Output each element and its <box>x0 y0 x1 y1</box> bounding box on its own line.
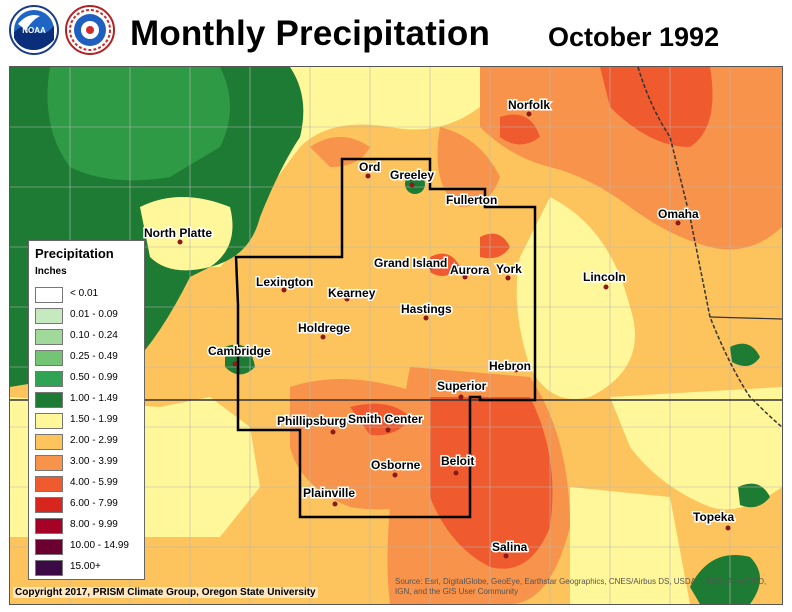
legend-item: 0.10 - 0.24 <box>35 329 140 345</box>
city-lexington: Lexington <box>256 275 313 289</box>
legend-label: 10.00 - 14.99 <box>70 540 129 551</box>
legend-swatch <box>35 476 63 492</box>
legend-swatch <box>35 518 63 534</box>
legend-swatch <box>35 287 63 303</box>
city-superior: Superior <box>437 379 487 393</box>
legend-item: 0.50 - 0.99 <box>35 371 140 387</box>
legend-title: Precipitation <box>35 246 114 261</box>
map-title: Monthly Precipitation <box>130 14 491 53</box>
legend-units: Inches <box>35 266 67 277</box>
city-hebron: Hebron <box>489 359 531 373</box>
city-salina: Salina <box>492 540 528 554</box>
legend-label: 0.01 - 0.09 <box>70 309 118 320</box>
legend-label: 1.00 - 1.49 <box>70 393 118 404</box>
city-hastings: Hastings <box>401 302 452 316</box>
legend-swatch <box>35 434 63 450</box>
legend-swatch <box>35 350 63 366</box>
city-aurora: Aurora <box>450 263 490 277</box>
legend-item: 10.00 - 14.99 <box>35 539 140 555</box>
legend-item: 3.00 - 3.99 <box>35 455 140 471</box>
legend-label: 15.00+ <box>70 561 101 572</box>
legend-label: 2.00 - 2.99 <box>70 435 118 446</box>
legend-item: < 0.01 <box>35 287 140 303</box>
legend: Precipitation Inches < 0.01 0.01 - 0.09 0.… <box>28 240 145 580</box>
city-smith-center: Smith Center <box>348 412 423 426</box>
legend-item: 0.01 - 0.09 <box>35 308 140 324</box>
city-kearney: Kearney <box>328 286 376 300</box>
legend-label: 0.50 - 0.99 <box>70 372 118 383</box>
city-north-platte: North Platte <box>144 226 212 240</box>
legend-swatch <box>35 560 63 576</box>
city-plainville: Plainville <box>303 486 355 500</box>
legend-label: 0.25 - 0.49 <box>70 351 118 362</box>
legend-item: 2.00 - 2.99 <box>35 434 140 450</box>
noaa-logo: NOAA <box>8 4 60 56</box>
city-lincoln: Lincoln <box>583 270 626 284</box>
national-weather-service-logo <box>64 4 116 56</box>
legend-swatch <box>35 539 63 555</box>
legend-item: 8.00 - 9.99 <box>35 518 140 534</box>
legend-swatch <box>35 392 63 408</box>
legend-swatch <box>35 497 63 513</box>
legend-swatch <box>35 455 63 471</box>
copyright-text: Copyright 2017, PRISM Climate Group, Ore… <box>13 587 318 598</box>
city-norfolk: Norfolk <box>508 98 550 112</box>
legend-label: 8.00 - 9.99 <box>70 519 118 530</box>
legend-item: 6.00 - 7.99 <box>35 497 140 513</box>
city-york: York <box>496 262 522 276</box>
legend-swatch <box>35 329 63 345</box>
city-ord: Ord <box>359 160 380 174</box>
legend-label: 3.00 - 3.99 <box>70 456 118 467</box>
legend-label: 1.50 - 1.99 <box>70 414 118 425</box>
legend-item: 4.00 - 5.99 <box>35 476 140 492</box>
legend-item: 15.00+ <box>35 560 140 576</box>
city-phillipsburg: Phillipsburg <box>277 414 346 428</box>
map-date: October 1992 <box>548 22 720 52</box>
legend-swatch <box>35 308 63 324</box>
svg-text:NOAA: NOAA <box>22 26 46 35</box>
city-omaha: Omaha <box>658 207 699 221</box>
legend-item: 0.25 - 0.49 <box>35 350 140 366</box>
legend-label: 0.10 - 0.24 <box>70 330 118 341</box>
legend-item: 1.00 - 1.49 <box>35 392 140 408</box>
city-holdrege: Holdrege <box>298 321 350 335</box>
city-fullerton: Fullerton <box>446 193 497 207</box>
legend-label: 6.00 - 7.99 <box>70 498 118 509</box>
city-cambridge: Cambridge <box>208 344 271 358</box>
legend-swatch <box>35 413 63 429</box>
attribution-text: Source: Esri, DigitalGlobe, GeoEye, Eart… <box>395 577 767 596</box>
city-beloit: Beloit <box>441 454 474 468</box>
city-topeka: Topeka <box>693 510 734 524</box>
header: NOAA Monthly Precipitation October 1992 <box>0 0 792 66</box>
legend-label: < 0.01 <box>70 288 99 299</box>
city-grand-island: Grand Island <box>374 256 447 270</box>
legend-item: 1.50 - 1.99 <box>35 413 140 429</box>
city-greeley: Greeley <box>390 168 434 182</box>
legend-swatch <box>35 371 63 387</box>
legend-label: 4.00 - 5.99 <box>70 477 118 488</box>
city-osborne: Osborne <box>371 458 421 472</box>
